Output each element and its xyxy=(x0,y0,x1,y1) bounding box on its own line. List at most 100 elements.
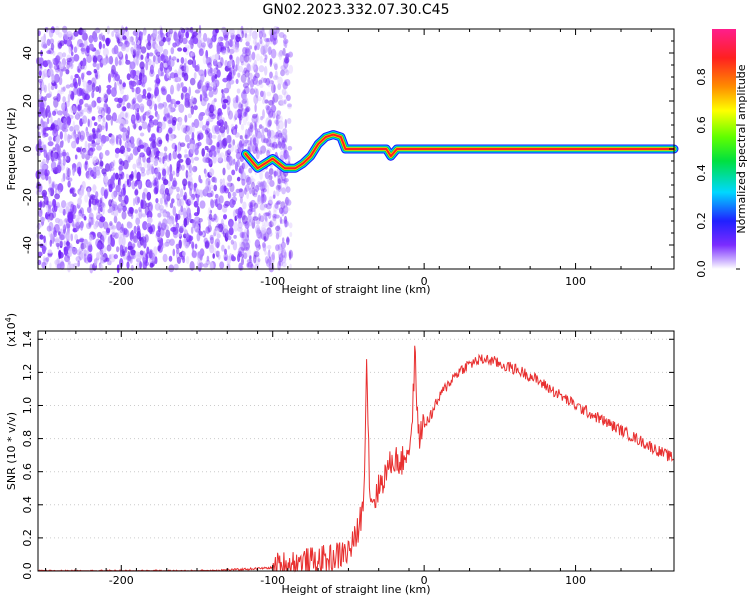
noise-dot xyxy=(193,156,200,161)
noise-dot xyxy=(259,171,263,180)
noise-dot xyxy=(50,84,55,91)
noise-dot xyxy=(254,254,260,259)
noise-dot xyxy=(41,164,48,170)
noise-dot xyxy=(157,94,161,103)
noise-dot xyxy=(287,118,292,124)
noise-dot xyxy=(152,28,158,38)
noise-dot xyxy=(154,177,159,186)
noise-dot xyxy=(254,121,258,129)
noise-dot xyxy=(48,176,52,184)
noise-dot xyxy=(264,249,267,256)
noise-dot xyxy=(125,119,129,125)
noise-dot xyxy=(158,139,163,145)
noise-dot xyxy=(228,38,234,48)
noise-dot xyxy=(111,232,116,238)
noise-dot xyxy=(198,48,204,57)
noise-dot xyxy=(228,156,233,166)
noise-dot xyxy=(66,57,73,63)
noise-dot xyxy=(118,203,124,209)
noise-dot xyxy=(189,187,193,197)
noise-dot xyxy=(46,50,52,55)
noise-dot xyxy=(91,82,96,93)
noise-dot xyxy=(103,221,109,230)
noise-dot xyxy=(57,32,63,38)
noise-dot xyxy=(73,124,80,131)
noise-dot xyxy=(244,234,250,242)
noise-dot xyxy=(264,127,269,133)
noise-dot xyxy=(222,206,228,213)
x-tick-label: -100 xyxy=(260,574,285,587)
noise-dot xyxy=(134,103,140,111)
noise-dot xyxy=(277,76,283,86)
noise-dot xyxy=(283,215,288,225)
noise-dot xyxy=(163,161,167,167)
noise-dot xyxy=(118,51,123,58)
noise-dot xyxy=(62,149,66,159)
noise-dot xyxy=(153,187,158,195)
noise-dot xyxy=(142,191,146,201)
noise-dot xyxy=(145,253,148,264)
noise-dot xyxy=(182,37,188,45)
noise-dot xyxy=(277,83,282,91)
noise-dot xyxy=(157,171,161,180)
noise-dot xyxy=(275,32,280,37)
noise-dot xyxy=(259,37,263,45)
noise-dot xyxy=(199,94,203,102)
colorbar-tick-label: 0.6 xyxy=(695,116,708,134)
noise-dot xyxy=(175,243,180,250)
noise-dot xyxy=(78,166,82,177)
noise-dot xyxy=(186,204,190,211)
noise-dot xyxy=(211,124,218,134)
noise-dot xyxy=(169,238,175,246)
noise-dot xyxy=(118,158,123,165)
noise-dot xyxy=(130,229,134,240)
noise-dot xyxy=(242,161,249,170)
noise-dot xyxy=(209,234,214,241)
noise-dot xyxy=(59,232,66,241)
noise-dot xyxy=(73,46,78,53)
noise-dot xyxy=(201,85,208,94)
noise-dot xyxy=(254,127,258,138)
noise-dot xyxy=(266,77,272,88)
noise-dot xyxy=(134,209,138,214)
noise-dot xyxy=(273,62,278,68)
noise-dot xyxy=(50,43,55,51)
noise-dot xyxy=(64,218,68,223)
noise-dot xyxy=(288,51,293,58)
noise-dot xyxy=(283,251,287,259)
noise-dot xyxy=(135,86,141,95)
noise-dot xyxy=(152,119,159,126)
noise-dot xyxy=(252,39,257,45)
noise-dot xyxy=(126,102,131,109)
noise-dot xyxy=(87,118,90,128)
noise-dot xyxy=(219,261,225,269)
noise-dot xyxy=(138,236,142,242)
noise-dot xyxy=(239,241,243,249)
noise-dot xyxy=(116,246,120,253)
noise-dot xyxy=(223,87,230,94)
noise-dot xyxy=(266,229,273,235)
noise-dot xyxy=(273,134,277,141)
noise-dot xyxy=(57,117,61,126)
noise-dot xyxy=(183,62,187,71)
noise-dot xyxy=(273,204,278,213)
noise-dot xyxy=(94,49,101,59)
noise-dot xyxy=(146,210,153,220)
noise-dot xyxy=(274,70,278,79)
noise-dot xyxy=(54,236,60,246)
noise-dot xyxy=(72,204,77,215)
noise-dot xyxy=(126,94,129,101)
noise-dot xyxy=(247,76,251,86)
noise-dot xyxy=(170,98,176,105)
noise-dot xyxy=(74,234,78,241)
noise-dot xyxy=(189,163,192,174)
noise-dot xyxy=(255,149,260,160)
noise-dot xyxy=(113,45,119,55)
noise-dot xyxy=(88,234,94,241)
noise-dot xyxy=(140,106,144,112)
noise-dot xyxy=(250,175,254,182)
colorbar-label: Normalized spectral amplitude xyxy=(735,64,748,233)
noise-dot xyxy=(126,261,130,269)
noise-dot xyxy=(222,167,226,176)
noise-dot xyxy=(264,38,270,43)
